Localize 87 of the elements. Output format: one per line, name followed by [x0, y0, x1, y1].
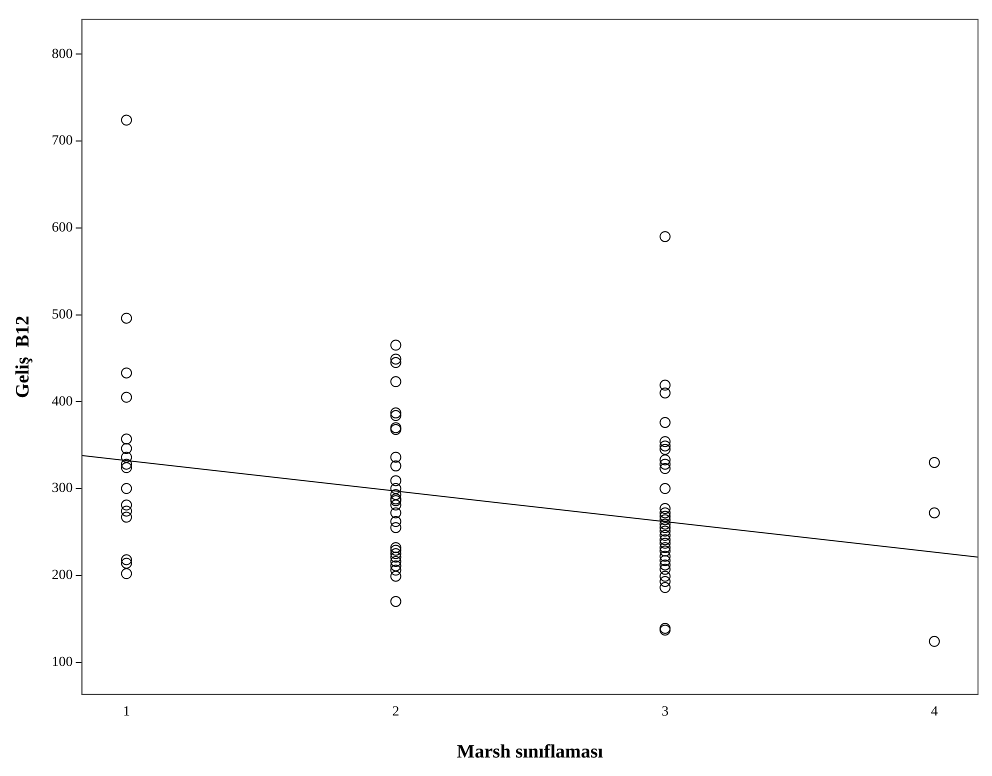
- point: [660, 518, 671, 530]
- point: [121, 312, 132, 324]
- point: [390, 407, 402, 418]
- point: [390, 560, 402, 572]
- point: [660, 510, 671, 522]
- point: [660, 530, 671, 541]
- point: [660, 538, 671, 549]
- y-tick-label: 400: [52, 394, 73, 410]
- point: [660, 559, 671, 570]
- point: [390, 556, 402, 567]
- point: [660, 454, 671, 466]
- point: [390, 475, 402, 486]
- y-tick-label: 800: [52, 46, 73, 62]
- point: [660, 436, 671, 448]
- point: [390, 483, 402, 494]
- point: [390, 460, 402, 472]
- point: [390, 500, 402, 511]
- point: [660, 483, 671, 494]
- point: [928, 507, 940, 518]
- point: [660, 387, 671, 398]
- point: [121, 554, 132, 566]
- point: [390, 548, 402, 560]
- point: [660, 463, 671, 474]
- point: [390, 564, 402, 576]
- point: [121, 392, 132, 403]
- point: [390, 552, 402, 563]
- point: [660, 582, 671, 594]
- point: [390, 489, 402, 500]
- point: [121, 506, 132, 517]
- point: [660, 231, 671, 242]
- point: [660, 440, 671, 452]
- point: [660, 458, 671, 470]
- point: [121, 443, 132, 454]
- point: [390, 376, 402, 388]
- point: [121, 462, 132, 474]
- point: [660, 502, 671, 514]
- point: [660, 444, 671, 455]
- point: [390, 354, 402, 365]
- y-tick-label: 300: [52, 481, 73, 496]
- point: [928, 636, 940, 647]
- point: [121, 500, 132, 511]
- x-tick-label: 3: [662, 704, 669, 720]
- point: [390, 544, 402, 556]
- point: [660, 542, 671, 554]
- point: [660, 576, 671, 587]
- point: [121, 433, 132, 444]
- point: [660, 534, 671, 546]
- y-tick-label: 500: [52, 307, 73, 322]
- point: [660, 526, 671, 537]
- y-tick-label: 600: [52, 220, 73, 236]
- point: [390, 340, 402, 351]
- y-tick-label: 100: [52, 654, 73, 670]
- point: [121, 483, 132, 494]
- point: [660, 564, 671, 575]
- point: [390, 357, 402, 368]
- y-axis-title: Geliş B12: [12, 316, 34, 398]
- point: [660, 416, 671, 428]
- point: [390, 522, 402, 534]
- x-axis-title: Marsh sınıflaması: [456, 742, 603, 763]
- point: [121, 458, 132, 470]
- point: [121, 558, 132, 569]
- y-tick-label: 200: [52, 568, 73, 584]
- point: [928, 456, 940, 468]
- point: [390, 542, 402, 554]
- x-tick-label: 1: [123, 704, 130, 720]
- point: [121, 512, 132, 523]
- point: [660, 570, 671, 582]
- point: [660, 546, 671, 557]
- point: [660, 555, 671, 566]
- point: [660, 380, 671, 391]
- point: [390, 410, 402, 422]
- point: [660, 514, 671, 526]
- point: [390, 570, 402, 582]
- point: [121, 452, 132, 463]
- point: [660, 522, 671, 534]
- point: [390, 452, 402, 463]
- point: [121, 568, 132, 580]
- point: [390, 507, 402, 518]
- point: [390, 596, 402, 607]
- point: [660, 507, 671, 518]
- point: [121, 367, 132, 378]
- x-tick-label: 2: [392, 704, 400, 720]
- y-tick-label: 700: [52, 134, 73, 149]
- point: [660, 550, 671, 562]
- point: [121, 114, 132, 126]
- x-tick-label: 4: [930, 704, 938, 720]
- point: [390, 516, 402, 528]
